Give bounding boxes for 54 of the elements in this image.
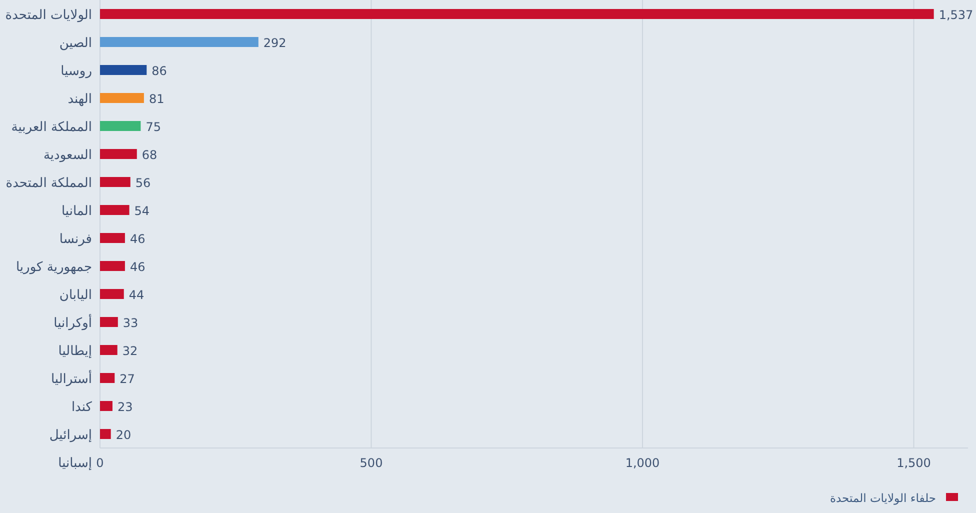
bar xyxy=(100,429,111,439)
data-label: 32 xyxy=(122,344,138,358)
y-tick-label: السعودية xyxy=(43,148,92,163)
y-tick-label: أستراليا xyxy=(50,370,92,387)
data-label: 27 xyxy=(120,372,135,386)
bar xyxy=(100,261,125,271)
bar xyxy=(100,9,934,19)
data-label: 1,537 xyxy=(938,8,974,22)
bar xyxy=(100,121,141,131)
data-label: 68 xyxy=(142,148,158,162)
y-tick-label: روسيا xyxy=(60,64,92,79)
bar xyxy=(100,205,130,215)
bar xyxy=(100,93,144,103)
data-label: 292 xyxy=(263,36,286,50)
data-label: 86 xyxy=(152,64,167,78)
data-label: 23 xyxy=(117,400,133,414)
bar xyxy=(100,401,112,411)
y-tick-label: إسبانيا xyxy=(58,456,92,471)
data-label: 46 xyxy=(130,232,146,246)
bar xyxy=(100,65,147,75)
y-tick-label: الولايات المتحدة xyxy=(5,8,92,23)
x-tick-label: 1,500 xyxy=(896,456,931,470)
y-tick-label: فرنسا xyxy=(59,232,92,247)
y-tick-label: إسرائيل xyxy=(49,428,92,443)
bar xyxy=(100,373,115,383)
data-label: 33 xyxy=(122,316,138,330)
data-label: 75 xyxy=(146,120,161,134)
bar xyxy=(100,317,118,327)
bar xyxy=(100,345,118,355)
legend-label: حلفاء الولايات المتحدة xyxy=(830,491,936,505)
bar xyxy=(100,37,258,47)
x-tick-label: 500 xyxy=(360,456,383,470)
bar xyxy=(100,177,130,187)
data-label: 81 xyxy=(148,92,164,106)
y-tick-label: الهند xyxy=(68,92,92,107)
data-label: 56 xyxy=(135,176,151,190)
bar xyxy=(100,233,125,243)
y-tick-label: كندا xyxy=(71,400,93,415)
y-tick-label: اليابان xyxy=(59,288,92,303)
y-tick-label: إيطاليا xyxy=(58,344,92,359)
y-tick-label: المملكة المتحدة xyxy=(6,176,92,191)
y-tick-label: المانيا xyxy=(61,204,92,219)
x-tick-label: 0 xyxy=(96,456,104,470)
y-tick-label: أوكرانيا xyxy=(54,314,92,331)
y-tick-label: المملكة العربية xyxy=(11,120,92,135)
data-label: 46 xyxy=(130,260,146,274)
data-label: 20 xyxy=(116,428,132,442)
data-label: 44 xyxy=(128,288,144,302)
y-tick-label: جمهورية كوريا xyxy=(16,260,92,275)
y-tick-label: الصين xyxy=(59,36,92,51)
bar xyxy=(100,289,124,299)
data-label: 54 xyxy=(134,204,150,218)
x-tick-label: 1,000 xyxy=(625,456,660,470)
bar xyxy=(100,149,137,159)
